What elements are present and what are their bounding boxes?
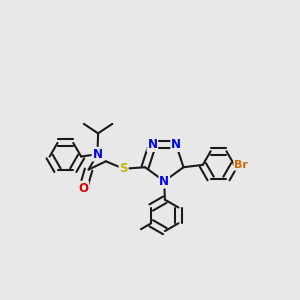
Text: S: S: [119, 162, 128, 175]
Text: N: N: [171, 138, 181, 151]
Text: N: N: [147, 138, 158, 151]
Text: N: N: [92, 148, 103, 161]
Text: Br: Br: [234, 160, 248, 170]
Text: O: O: [78, 182, 88, 194]
Text: N: N: [159, 175, 169, 188]
